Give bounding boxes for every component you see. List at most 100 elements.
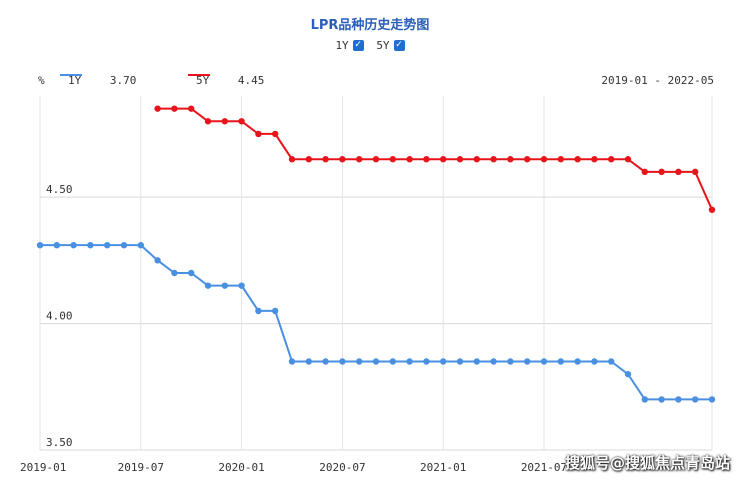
y-tick-label: 4.50 <box>46 183 73 196</box>
data-point-1y <box>204 282 212 289</box>
data-point-5y <box>305 156 312 163</box>
data-point-1y <box>540 358 548 365</box>
data-point-5y <box>608 156 615 163</box>
chart-title: LPR品种历史走势图 <box>310 18 430 33</box>
watermark: 搜狐号@搜狐焦点青岛站 <box>564 454 730 472</box>
data-point-1y <box>440 358 447 365</box>
data-point-1y <box>221 282 228 289</box>
data-point-5y <box>692 168 699 176</box>
data-point-1y <box>137 241 144 249</box>
data-point-1y <box>608 358 615 365</box>
data-point-1y <box>641 396 648 403</box>
data-point-1y <box>473 358 480 365</box>
data-point-5y <box>238 118 245 125</box>
data-point-1y <box>675 396 682 403</box>
data-point-5y <box>473 156 480 163</box>
data-point-5y <box>490 156 497 163</box>
data-point-1y <box>389 358 396 365</box>
data-point-1y <box>490 358 497 365</box>
data-point-5y <box>171 105 178 112</box>
data-point-5y <box>456 156 464 163</box>
data-point-1y <box>624 370 632 378</box>
data-point-1y <box>708 396 716 403</box>
data-point-1y <box>356 358 363 365</box>
data-point-5y <box>288 156 296 163</box>
data-point-1y <box>87 241 94 249</box>
data-point-5y <box>322 156 329 163</box>
x-tick-label: 2020-01 <box>218 461 264 474</box>
data-point-5y <box>440 156 447 163</box>
data-point-5y <box>255 130 262 138</box>
chart-legend: % 1Y 3.70 5Y 4.45 2019-01 - 2022-05 <box>38 74 714 90</box>
data-point-1y <box>692 396 699 403</box>
data-point-5y <box>406 156 413 163</box>
data-point-5y <box>154 105 161 112</box>
data-point-5y <box>591 156 598 163</box>
data-point-5y <box>221 118 228 125</box>
legend-item-1y[interactable]: 1Y 3.70 <box>60 74 136 87</box>
legend-item-5y[interactable]: 5Y 4.45 <box>188 74 264 87</box>
checkbox-5y[interactable]: ✓ <box>393 40 405 51</box>
unit-label: % <box>38 74 45 87</box>
data-point-5y <box>557 156 564 163</box>
toggle-5y[interactable]: 5Y ✓ <box>376 39 405 52</box>
data-point-1y <box>238 282 245 289</box>
data-point-1y <box>658 396 665 403</box>
toggle-1y[interactable]: 1Y ✓ <box>335 39 364 52</box>
x-tick-label: 2021-07 <box>521 461 567 474</box>
data-point-1y <box>70 241 77 249</box>
data-point-5y <box>204 118 212 125</box>
data-point-1y <box>557 358 564 365</box>
toggle-1y-label: 1Y <box>335 39 349 52</box>
data-point-1y <box>591 358 598 365</box>
legend-name-1y: 1Y <box>68 74 82 87</box>
legend-swatch-1y <box>60 74 82 76</box>
x-tick-label: 2020-07 <box>319 461 365 474</box>
y-tick-label: 4.00 <box>46 310 73 323</box>
data-point-1y <box>288 358 296 365</box>
data-point-1y <box>574 358 581 365</box>
data-point-5y <box>708 206 716 213</box>
data-point-1y <box>339 358 346 365</box>
data-point-1y <box>255 307 262 315</box>
data-point-5y <box>356 156 363 163</box>
legend-value-5y: 4.45 <box>237 74 265 87</box>
data-point-5y <box>507 156 514 163</box>
data-point-1y <box>507 358 514 365</box>
data-point-1y <box>104 241 111 249</box>
data-point-1y <box>305 358 312 365</box>
data-point-1y <box>154 257 161 264</box>
data-point-1y <box>423 358 430 365</box>
data-point-1y <box>456 358 464 365</box>
data-point-5y <box>624 156 632 163</box>
data-point-5y <box>658 168 665 176</box>
data-point-5y <box>389 156 396 163</box>
data-point-1y <box>322 358 329 365</box>
data-point-1y <box>372 358 380 365</box>
x-tick-label: 2021-01 <box>420 461 466 474</box>
data-point-1y <box>171 269 178 277</box>
legend-value-1y: 3.70 <box>109 74 137 87</box>
data-point-1y <box>406 358 413 365</box>
data-point-5y <box>675 168 682 176</box>
data-point-1y <box>120 241 128 249</box>
legend-name-5y: 5Y <box>196 74 210 87</box>
x-tick-label: 2019-07 <box>118 461 164 474</box>
legend-swatch-5y <box>188 74 210 76</box>
data-point-1y <box>36 241 44 249</box>
data-point-5y <box>372 156 380 163</box>
checkbox-1y[interactable]: ✓ <box>352 40 364 51</box>
y-tick-label: 3.50 <box>46 436 73 449</box>
x-tick-label: 2019-01 <box>20 461 66 474</box>
data-point-1y <box>272 307 279 315</box>
series-toggles: 1Y ✓ 5Y ✓ <box>0 39 740 52</box>
data-point-5y <box>272 130 279 138</box>
series-line-5y <box>157 107 713 211</box>
data-point-5y <box>188 105 195 112</box>
data-point-5y <box>339 156 346 163</box>
data-point-5y <box>574 156 581 163</box>
date-range: 2019-01 - 2022-05 <box>601 74 714 87</box>
data-point-5y <box>540 156 548 163</box>
data-point-1y <box>188 269 195 277</box>
